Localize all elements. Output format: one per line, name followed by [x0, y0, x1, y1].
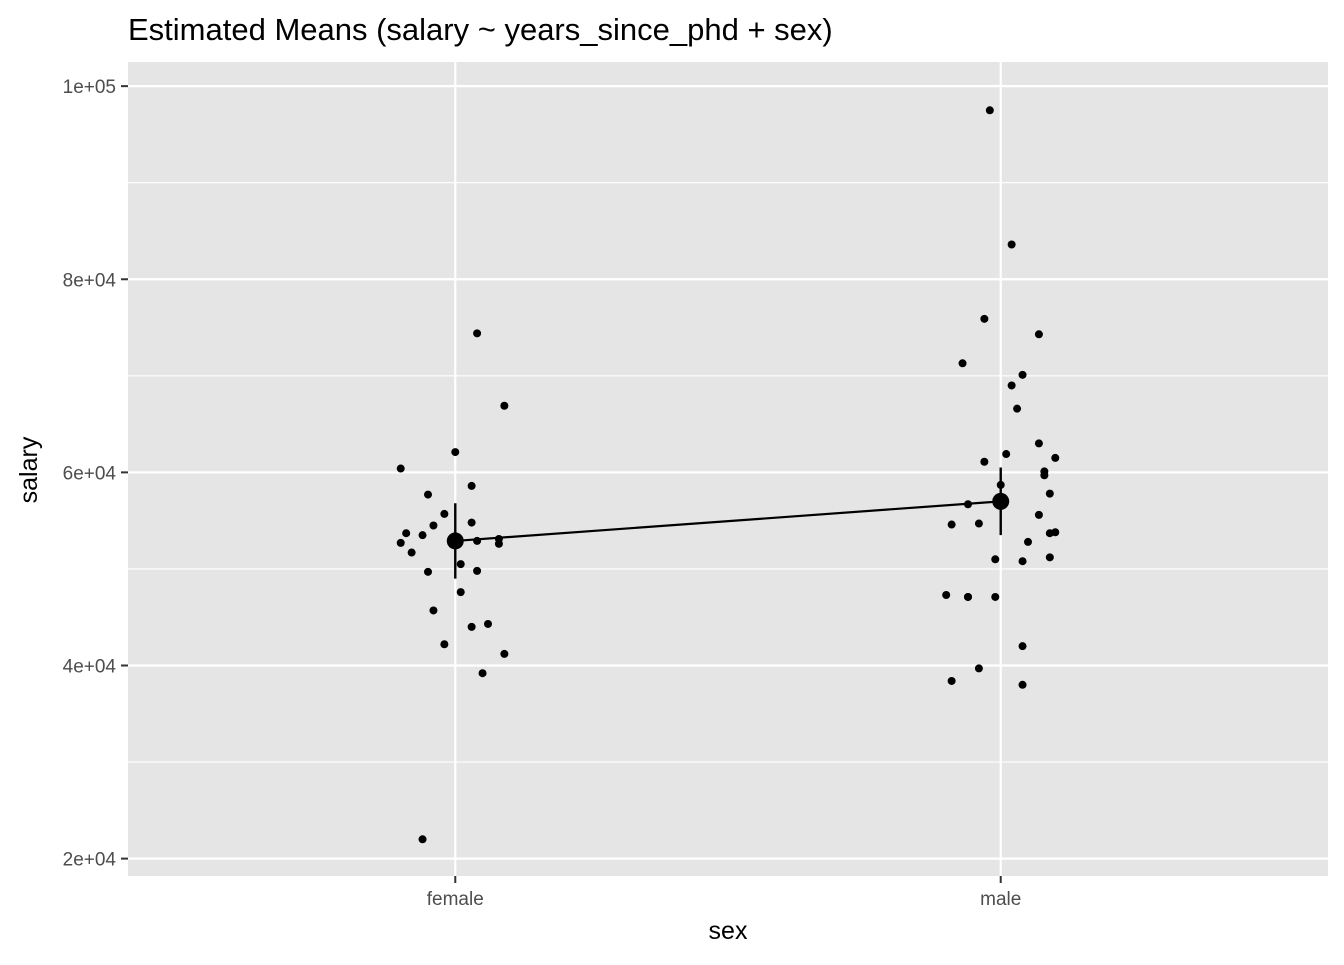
observation-point — [1034, 439, 1043, 448]
observation-point — [467, 518, 476, 527]
observation-point — [1018, 370, 1027, 379]
gridlines — [128, 62, 1328, 876]
observation-point — [407, 548, 416, 557]
y-tick-label: 1e+05 — [63, 77, 116, 98]
observation-point — [1034, 330, 1043, 339]
means-connecting-line — [455, 500, 1001, 543]
observation-point — [1018, 557, 1027, 566]
observation-point — [440, 640, 449, 649]
observation-point — [429, 606, 438, 615]
observation-point — [1007, 381, 1016, 390]
estimated-mean-point — [992, 492, 1010, 510]
observation-point — [991, 592, 1000, 601]
observation-point — [396, 464, 405, 473]
observation-point — [991, 555, 1000, 564]
observation-point — [947, 676, 956, 685]
observation-point — [396, 538, 405, 547]
x-axis-title: sex — [709, 917, 748, 945]
observation-point — [478, 669, 487, 678]
observation-point — [500, 401, 509, 410]
observation-point — [424, 490, 432, 499]
observation-point — [942, 591, 951, 600]
observation-point — [440, 509, 449, 518]
x-tick-label: male — [980, 889, 1021, 910]
observation-point — [1018, 680, 1027, 689]
observation-point — [947, 520, 956, 529]
observation-point — [1018, 642, 1027, 651]
observation-point — [985, 106, 994, 115]
observation-point — [1040, 471, 1049, 480]
observation-point — [1051, 453, 1060, 462]
y-tick-label: 4e+04 — [63, 656, 117, 677]
observation-point — [964, 592, 972, 601]
observation-points — [396, 106, 1060, 844]
observation-point — [1045, 489, 1054, 498]
estimated-means — [446, 467, 1010, 579]
observation-point — [980, 457, 989, 466]
observation-point — [500, 649, 509, 658]
y-tick-label: 6e+04 — [63, 463, 117, 484]
observation-point — [1007, 240, 1016, 249]
y-tick-label: 8e+04 — [63, 270, 117, 291]
observation-point — [980, 314, 989, 323]
observation-point — [1034, 510, 1043, 519]
observation-point — [418, 835, 427, 844]
chart-title: Estimated Means (salary ~ years_since_ph… — [128, 12, 833, 47]
observation-point — [473, 329, 482, 338]
observation-point — [467, 481, 476, 490]
observation-point — [451, 448, 460, 457]
observation-point — [456, 588, 465, 597]
observation-point — [1045, 553, 1054, 562]
observation-point — [958, 359, 967, 368]
y-tick-label: 2e+04 — [63, 850, 117, 871]
y-axis: 2e+04 4e+04 6e+04 8e+04 1e+05 — [63, 77, 128, 871]
estimated-mean-point — [446, 532, 464, 550]
observation-point — [473, 566, 482, 575]
observation-point — [484, 619, 492, 628]
observation-point — [467, 622, 476, 631]
observation-point — [494, 539, 503, 548]
x-tick-label: female — [427, 889, 484, 910]
y-axis-title: salary — [15, 436, 43, 503]
observation-point — [418, 531, 427, 540]
observation-point — [1002, 450, 1011, 459]
observation-point — [429, 521, 438, 530]
observation-point — [456, 560, 465, 569]
x-axis: female male — [427, 876, 1021, 910]
observation-point — [1024, 537, 1032, 546]
observation-point — [1051, 528, 1060, 537]
observation-point — [974, 519, 983, 528]
observation-point — [974, 664, 983, 673]
observation-point — [1013, 404, 1022, 413]
observation-point — [424, 567, 432, 576]
observation-point — [402, 529, 411, 538]
plot-panel — [128, 62, 1328, 876]
